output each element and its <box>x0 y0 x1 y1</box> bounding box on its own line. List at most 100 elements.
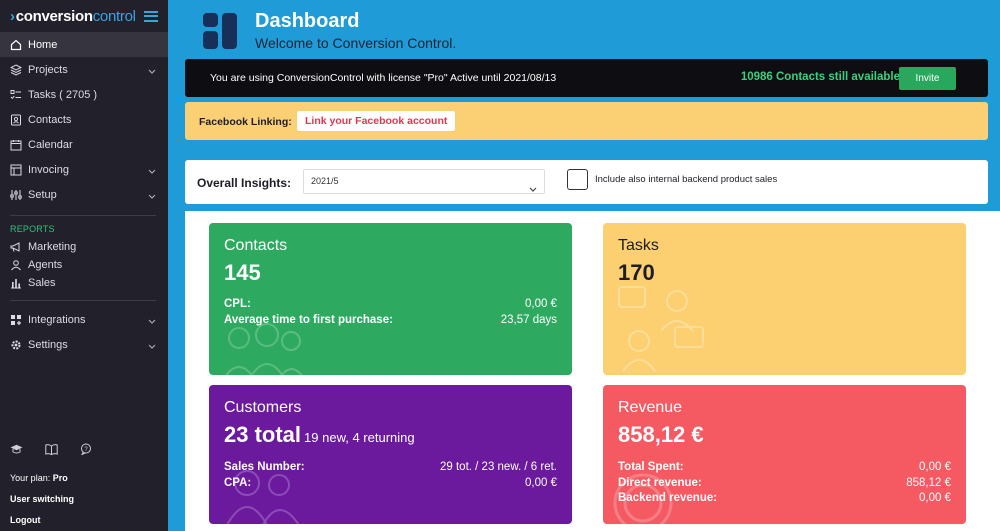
metric-value: 0,00 € <box>919 492 951 504</box>
page-subtitle: Welcome to Conversion Control. <box>255 35 457 51</box>
customers-card[interactable]: Customers 23 total 19 new, 4 returning Sa… <box>209 385 572 524</box>
sidebar-item-label: Calendar <box>28 138 73 151</box>
graduation-cap-icon[interactable] <box>10 442 23 460</box>
user-switching-link[interactable]: User switching <box>10 494 75 504</box>
license-text: You are using ConversionControl with lic… <box>210 72 557 84</box>
metric-value: 29 tot. / 23 new. / 6 ret. <box>440 461 557 473</box>
card-metrics: Total Spent: 0,00 € Direct revenue: 858,12… <box>618 461 951 508</box>
card-title: Tasks <box>618 237 659 254</box>
revenue-card[interactable]: Revenue 858,12 € Total Spent: 0,00 € Dire… <box>603 385 966 524</box>
menu-toggle-icon[interactable] <box>144 10 158 22</box>
metric-value: 23,57 days <box>500 313 557 326</box>
metric-label: CPL: <box>224 298 251 310</box>
insights-bar: Overall Insights: 2021/5 Include also in… <box>185 160 988 204</box>
period-select[interactable]: 2021/5 <box>303 169 545 194</box>
coin-watermark-icon <box>613 473 673 524</box>
sidebar-item-label: Agents <box>28 259 63 271</box>
app-logo[interactable]: ›conversioncontrol <box>10 8 136 25</box>
plan-info: Your plan: Pro <box>0 468 168 489</box>
sidebar-item-sales[interactable]: Sales <box>0 274 168 292</box>
sidebar-item-settings[interactable]: Settings <box>0 332 168 357</box>
sidebar-item-agents[interactable]: Agents <box>0 256 168 274</box>
gear-icon <box>10 339 22 351</box>
sidebar-item-label: Invocing <box>28 163 69 176</box>
sidebar-item-tasks[interactable]: Tasks ( 2705 ) <box>0 82 168 107</box>
sidebar-item-label: Home <box>28 38 58 51</box>
card-value-sub: 19 new, 4 returning <box>304 430 415 445</box>
chevron-down-icon <box>148 315 156 327</box>
contacts-card[interactable]: Contacts 145 CPL: 0,00 € Average time to … <box>209 223 572 375</box>
main-area: Dashboard Welcome to Conversion Control.… <box>168 0 1000 531</box>
tasks-card[interactable]: Tasks 170 <box>603 223 966 375</box>
insights-label: Overall Insights: <box>197 176 292 190</box>
sidebar-item-invoicing[interactable]: Invocing <box>0 157 168 182</box>
link-facebook-button[interactable]: Link your Facebook account <box>297 111 456 131</box>
card-metrics: CPL: 0,00 € Average time to first purchas… <box>224 298 557 329</box>
metric-value: 0,00 € <box>525 476 557 489</box>
card-metrics: Sales Number: 29 tot. / 23 new. / 6 ret. … <box>224 461 557 492</box>
people-watermark-icon <box>225 323 303 375</box>
metric-label: Sales Number: <box>224 461 305 473</box>
sidebar-item-label: Contacts <box>28 113 72 126</box>
contacts-available: 10986 Contacts still available <box>740 71 900 83</box>
logo-text-light: control <box>92 7 136 25</box>
sidebar-item-projects[interactable]: Projects <box>0 57 168 82</box>
book-icon[interactable] <box>45 442 58 460</box>
contact-card-icon <box>10 114 22 126</box>
metric-row: CPA: 0,00 € <box>224 477 557 493</box>
brand-bar: ›conversioncontrol <box>0 0 168 32</box>
sliders-icon <box>10 189 22 201</box>
metric-value: 0,00 € <box>525 298 557 310</box>
integrations-icon <box>10 314 22 326</box>
metric-row: Direct revenue: 858,12 € <box>618 477 951 493</box>
footer-icons: ? <box>0 442 168 468</box>
card-title: Customers <box>224 399 302 416</box>
sidebar-item-label: Sales <box>28 277 56 289</box>
bar-chart-icon <box>10 277 22 289</box>
sidebar-divider <box>10 215 156 216</box>
layers-icon <box>10 63 22 76</box>
period-select-value: 2021/5 <box>311 176 339 186</box>
invite-button[interactable]: Invite <box>899 67 956 90</box>
customers-watermark-icon <box>226 470 300 524</box>
sidebar-item-label: Setup <box>28 188 57 201</box>
logout-link[interactable]: Logout <box>10 515 41 525</box>
cards-area: Contacts 145 CPL: 0,00 € Average time to … <box>185 211 1000 531</box>
card-value: 23 total 19 new, 4 returning <box>224 422 415 448</box>
sidebar-item-home[interactable]: Home <box>0 32 168 57</box>
conversation-watermark-icon <box>618 286 704 372</box>
backend-sales-checkbox[interactable] <box>567 169 588 190</box>
metric-label: Direct revenue: <box>618 476 702 489</box>
card-value-main: 23 total <box>224 422 302 447</box>
invoice-icon <box>10 164 22 176</box>
sidebar-item-setup[interactable]: Setup <box>0 182 168 207</box>
logo-text-bold: conversion <box>15 7 93 25</box>
page-title: Dashboard <box>255 10 360 32</box>
chevron-down-icon <box>148 165 156 177</box>
dashboard-icon <box>203 13 241 49</box>
metric-label: Average time to first purchase: <box>224 313 393 326</box>
support-chat-icon[interactable]: ? <box>80 442 92 460</box>
metric-row: Backend revenue: 0,00 € <box>618 492 951 508</box>
metric-label: CPA: <box>224 476 252 489</box>
sidebar-item-marketing[interactable]: Marketing <box>0 238 168 256</box>
sidebar-divider <box>10 300 156 301</box>
chevron-down-icon <box>148 65 156 77</box>
sidebar-footer: ? Your plan: Pro User switching Logout <box>0 442 168 531</box>
metric-value: 0,00 € <box>919 461 951 473</box>
facebook-linking-label: Facebook Linking: <box>199 116 292 128</box>
sidebar-item-integrations[interactable]: Integrations <box>0 307 168 332</box>
metric-row: Total Spent: 0,00 € <box>618 461 951 477</box>
sidebar-item-contacts[interactable]: Contacts <box>0 107 168 132</box>
metric-label: Total Spent: <box>618 461 684 473</box>
sidebar-item-label: Marketing <box>28 241 77 253</box>
sidebar-item-label: Integrations <box>28 313 86 326</box>
card-title: Contacts <box>224 237 288 254</box>
agents-icon <box>10 259 22 271</box>
plan-value: Pro <box>52 473 68 483</box>
plan-label: Your plan: <box>10 473 51 483</box>
home-icon <box>10 39 22 51</box>
page-header: Dashboard Welcome to Conversion Control. <box>168 0 1000 55</box>
reports-section-label: REPORTS <box>10 224 55 234</box>
sidebar-item-calendar[interactable]: Calendar <box>0 132 168 157</box>
